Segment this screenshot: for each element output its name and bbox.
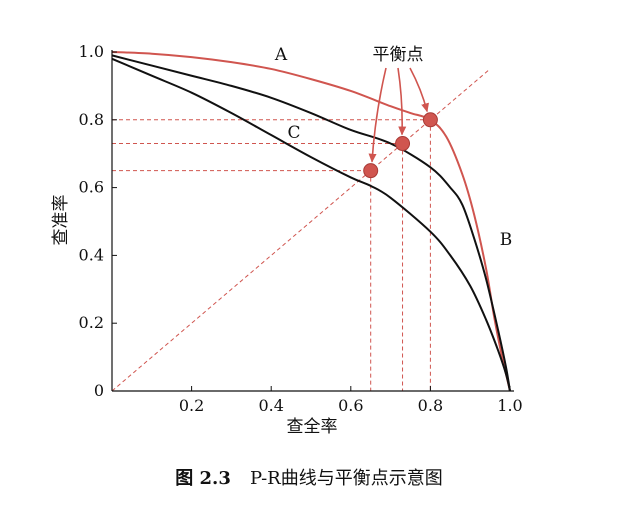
y-tick-label: 0.6 xyxy=(79,178,104,197)
annotation-arrow-3 xyxy=(409,67,429,113)
x-tick-label: 0.8 xyxy=(418,396,443,415)
break-even-point-1 xyxy=(363,163,379,179)
series-line-a xyxy=(111,51,511,392)
series-line-c xyxy=(111,57,511,392)
x-tick-label: 0.2 xyxy=(179,396,204,415)
annotation-arrow-1 xyxy=(368,67,387,163)
break-even-points xyxy=(363,112,438,179)
tick-labels: 0.2 0.4 0.6 0.8 1.0 0 0.2 0.4 0.6 0.8 1.0 xyxy=(79,42,523,415)
y-tick-label: 0.4 xyxy=(79,245,104,264)
break-even-point-3 xyxy=(422,112,438,128)
y-tick-label: 1.0 xyxy=(79,42,104,61)
x-axis-title: 查全率 xyxy=(287,417,338,437)
axes xyxy=(111,50,514,392)
curve-label-c: C xyxy=(287,123,300,143)
annotation-label: 平衡点 xyxy=(373,45,424,65)
x-tick-label: 0.6 xyxy=(338,396,363,415)
annotation-arrow-2 xyxy=(397,67,407,136)
curve-label-a: A xyxy=(274,45,288,65)
caption-text: P-R曲线与平衡点示意图 xyxy=(250,468,443,489)
x-tick-label: 0.4 xyxy=(258,396,283,415)
curves xyxy=(111,51,511,392)
series-line-b xyxy=(111,54,511,392)
caption-figure-label: 图 2.3 xyxy=(175,468,231,489)
y-tick-label: 0.8 xyxy=(79,110,104,129)
x-tick-label: 1.0 xyxy=(497,396,522,415)
figure-caption: 图 2.3 P-R曲线与平衡点示意图 xyxy=(175,468,442,489)
y-tick-label: 0 xyxy=(94,381,104,400)
annotation-arrows xyxy=(368,67,429,163)
curve-label-b: B xyxy=(500,230,513,250)
y-tick-label: 0.2 xyxy=(79,313,104,332)
break-even-point-2 xyxy=(395,136,411,152)
y-axis-title: 查准率 xyxy=(51,195,71,246)
